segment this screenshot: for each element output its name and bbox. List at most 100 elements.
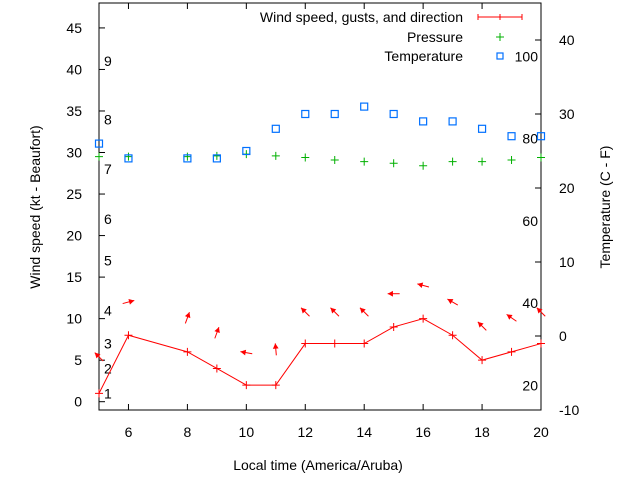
pressure-point <box>95 152 103 161</box>
wind-speed-point <box>330 339 339 348</box>
temperature-point <box>536 132 546 141</box>
beaufort-label: 2 <box>104 360 112 376</box>
wind-speed-point <box>448 331 457 340</box>
wind-speed-point <box>389 322 398 331</box>
pressure-point <box>124 152 133 161</box>
wind-speed-point <box>478 356 487 365</box>
temperature-point <box>477 124 487 133</box>
wind-direction-arrowhead <box>330 307 337 314</box>
wind-speed-point <box>537 339 545 348</box>
beaufort-label: 8 <box>104 111 112 127</box>
y2-tick-label: 0 <box>559 328 567 344</box>
wind-speed-line <box>98 318 542 394</box>
legend-label: Wind speed, gusts, and direction <box>260 9 463 25</box>
wind-direction-arrowhead <box>417 282 424 288</box>
wind-direction-arrowhead <box>359 307 366 314</box>
wind-direction-arrowhead <box>477 321 484 328</box>
fahrenheit-label: 40 <box>522 295 538 311</box>
temperature-point <box>124 154 133 163</box>
y-tick-label: 45 <box>66 20 82 36</box>
beaufort-label: 9 <box>104 53 112 69</box>
wind-direction-arrowhead <box>447 299 454 305</box>
wind-speed-point <box>507 347 516 356</box>
beaufort-label: 6 <box>104 211 112 227</box>
wind-direction-arrowhead <box>536 307 543 314</box>
wind-speed-point <box>212 364 221 373</box>
pressure-point <box>389 159 398 168</box>
legend-label: Temperature <box>384 48 463 64</box>
pressure-point <box>212 151 221 160</box>
y-axis-label: Wind speed (kt - Beaufort) <box>27 125 43 288</box>
x-tick-label: 18 <box>474 424 490 440</box>
legend-temperature-sample <box>496 52 504 60</box>
pressure-point <box>448 157 457 166</box>
x-tick-label: 10 <box>239 424 255 440</box>
y-tick-label: 5 <box>74 352 82 368</box>
wind-direction-arrowhead <box>94 352 101 359</box>
wind-direction-arrowhead <box>128 299 135 305</box>
legend-label: Pressure <box>407 29 463 45</box>
temperature-point <box>301 109 310 119</box>
x-tick-label: 14 <box>356 424 372 440</box>
y2-tick-label: 10 <box>559 254 575 270</box>
y-tick-label: 0 <box>74 394 82 410</box>
temperature-point <box>271 124 280 133</box>
temperature-point <box>242 146 251 156</box>
y2-tick-label: 20 <box>559 180 575 196</box>
beaufort-label: 7 <box>104 161 112 177</box>
pressure-point <box>360 157 369 166</box>
y-tick-label: 25 <box>66 186 82 202</box>
beaufort-label: 4 <box>104 302 112 318</box>
temperature-point <box>330 109 339 119</box>
wind-speed-point <box>242 381 251 390</box>
wind-direction-arrowhead <box>387 290 393 297</box>
temperature-point <box>389 109 398 119</box>
wind-speed-point <box>95 389 103 398</box>
temperature-point <box>360 102 369 111</box>
fahrenheit-label: 20 <box>522 377 538 393</box>
wind-speed-point <box>419 314 428 323</box>
pressure-point <box>183 152 192 161</box>
wind-speed-point <box>183 347 192 356</box>
fahrenheit-label: 100 <box>515 48 539 64</box>
legend-pressure-sample <box>496 33 504 41</box>
wind-speed-point <box>360 339 369 348</box>
beaufort-label: 5 <box>104 252 112 268</box>
temperature-point <box>507 132 516 141</box>
temperature-point <box>94 139 104 148</box>
plot-border <box>98 2 542 411</box>
x-axis-label: Local time (America/Aruba) <box>233 457 403 473</box>
x-tick-label: 12 <box>297 424 313 440</box>
pressure-point <box>537 153 545 162</box>
wind-direction-arrowhead <box>184 312 191 319</box>
wind-direction-arrowhead <box>301 307 307 314</box>
pressure-point <box>301 153 310 162</box>
y-tick-label: 30 <box>66 145 82 161</box>
fahrenheit-label: 60 <box>522 213 538 229</box>
y-tick-label: 15 <box>66 269 82 285</box>
pressure-point <box>330 155 339 164</box>
y2-axis-label: Temperature (C - F) <box>597 146 613 269</box>
y-tick-label: 10 <box>66 311 82 327</box>
pressure-point <box>507 155 516 164</box>
x-tick-label: 16 <box>415 424 431 440</box>
y-tick-label: 40 <box>66 61 82 77</box>
x-tick-label: 20 <box>533 424 549 440</box>
pressure-point <box>478 157 487 166</box>
fahrenheit-label: 80 <box>522 131 538 147</box>
wind-direction-arrowhead <box>240 349 247 356</box>
y2-tick-label: -10 <box>559 402 579 418</box>
legend-wind-sample <box>477 14 523 20</box>
temperature-point <box>183 154 192 163</box>
y-tick-label: 35 <box>66 103 82 119</box>
y-tick-label: 20 <box>66 228 82 244</box>
wind-speed-point <box>124 331 133 340</box>
wind-direction-arrowhead <box>214 327 220 334</box>
temperature-point <box>448 117 457 126</box>
x-tick-label: 6 <box>125 424 133 440</box>
wind-speed-point <box>301 339 310 348</box>
wind-direction-arrowhead <box>272 343 279 349</box>
y2-tick-label: 40 <box>559 32 575 48</box>
temperature-point <box>419 117 428 126</box>
beaufort-label: 3 <box>104 336 112 352</box>
